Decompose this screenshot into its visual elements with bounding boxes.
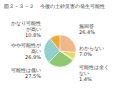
html-text:図３－３－２: 図３－３－２ <box>4 3 34 9</box>
svg-text:可能性は低い27.5%: 可能性は低い27.5% <box>11 67 41 79</box>
svg-text:可能性は全くない1.4%: 可能性は全くない1.4% <box>79 64 109 82</box>
svg-text:かなり可能性が高い10.8%: かなり可能性が高い10.8% <box>11 20 41 38</box>
html-text:今後の土砂災害の発生可能性: 今後の土砂災害の発生可能性 <box>40 3 105 9</box>
svg-text:無回答26.4%: 無回答26.4% <box>79 23 95 35</box>
svg-text:わからない7.0%: わからない7.0% <box>79 45 104 57</box>
svg-text:やや可能性が高い26.9%: やや可能性が高い26.9% <box>11 42 42 60</box>
